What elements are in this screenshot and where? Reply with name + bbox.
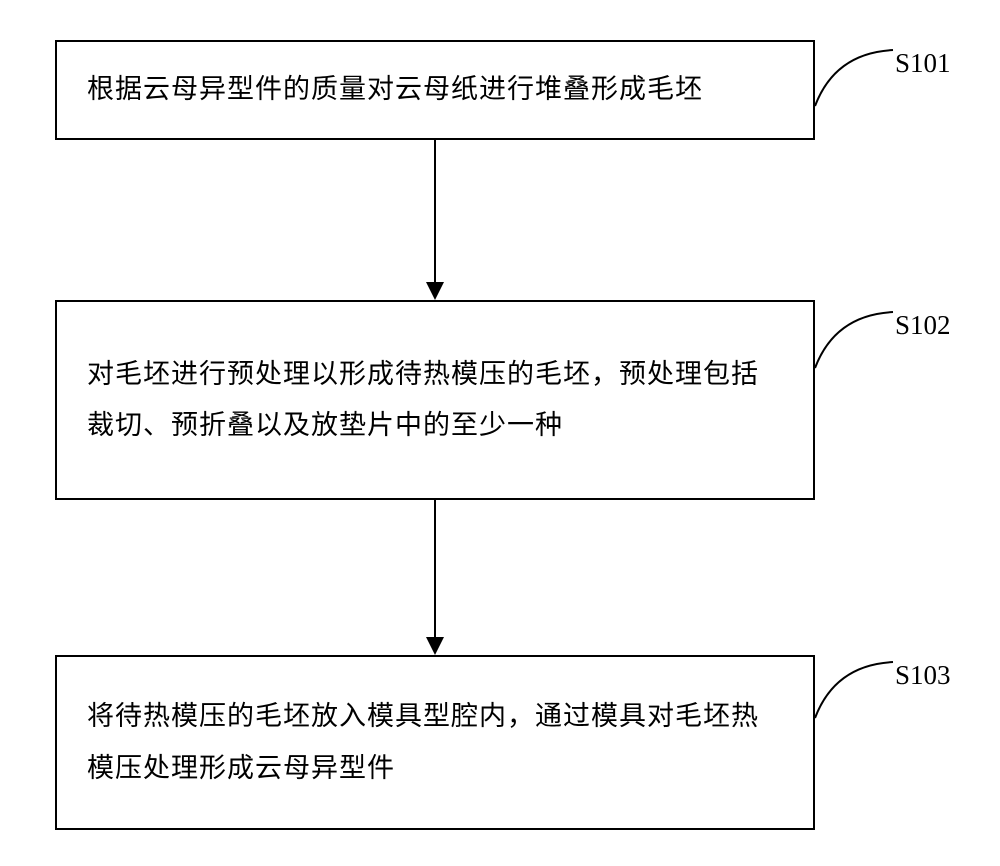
step-box-2: 对毛坯进行预处理以形成待热模压的毛坯，预处理包括裁切、预折叠以及放垫片中的至少一… bbox=[55, 300, 815, 500]
connector-curve-2 bbox=[815, 310, 895, 370]
step-label-2: S102 bbox=[895, 310, 951, 341]
step-label-3: S103 bbox=[895, 660, 951, 691]
connector-curve-1 bbox=[815, 48, 895, 108]
flowchart-container: 根据云母异型件的质量对云母纸进行堆叠形成毛坯 S101 对毛坯进行预处理以形成待… bbox=[0, 0, 1000, 866]
step-box-1: 根据云母异型件的质量对云母纸进行堆叠形成毛坯 bbox=[55, 40, 815, 140]
arrow-line-2 bbox=[434, 500, 436, 637]
arrow-head-1 bbox=[426, 282, 444, 300]
step-label-1: S101 bbox=[895, 48, 951, 79]
step-box-3: 将待热模压的毛坯放入模具型腔内，通过模具对毛坯热模压处理形成云母异型件 bbox=[55, 655, 815, 830]
arrow-line-1 bbox=[434, 140, 436, 282]
arrow-head-2 bbox=[426, 637, 444, 655]
step-text-3: 将待热模压的毛坯放入模具型腔内，通过模具对毛坯热模压处理形成云母异型件 bbox=[87, 691, 783, 794]
step-text-1: 根据云母异型件的质量对云母纸进行堆叠形成毛坯 bbox=[87, 64, 703, 115]
step-text-2: 对毛坯进行预处理以形成待热模压的毛坯，预处理包括裁切、预折叠以及放垫片中的至少一… bbox=[87, 349, 783, 452]
connector-curve-3 bbox=[815, 660, 895, 720]
